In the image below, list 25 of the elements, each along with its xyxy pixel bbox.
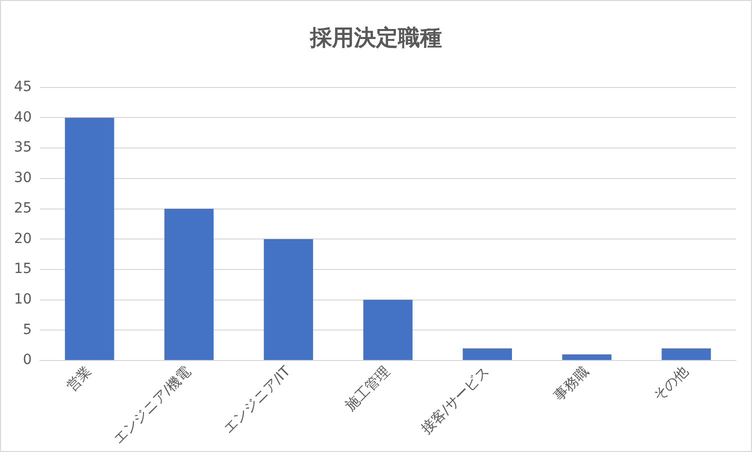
bar bbox=[64, 118, 114, 360]
x-tick-label: その他 bbox=[650, 364, 692, 405]
bar bbox=[264, 239, 314, 360]
bar bbox=[662, 348, 711, 360]
x-tick-label: 営業 bbox=[64, 364, 95, 395]
y-tick-label: 35 bbox=[14, 140, 32, 156]
x-tick-label: 事務職 bbox=[551, 364, 592, 405]
y-tick-label: 0 bbox=[22, 352, 32, 368]
y-tick-label: 15 bbox=[14, 261, 32, 278]
bar bbox=[363, 300, 413, 360]
y-tick-label: 5 bbox=[22, 322, 32, 338]
x-tick-label: 施工管理 bbox=[342, 364, 394, 414]
x-tick-label: 接客/サービス bbox=[418, 364, 493, 438]
bar bbox=[164, 208, 214, 360]
x-tick-label: エンジニア/IT bbox=[220, 363, 294, 437]
y-tick-label: 45 bbox=[14, 79, 32, 96]
y-tick-label: 30 bbox=[14, 170, 32, 186]
y-tick-label: 25 bbox=[14, 200, 32, 216]
x-tick-label: エンジニア/機電 bbox=[110, 364, 194, 448]
chart-title: 採用決定職種 bbox=[308, 24, 443, 53]
y-tick-label: 20 bbox=[14, 230, 32, 247]
bar bbox=[462, 348, 512, 360]
bar bbox=[562, 354, 612, 360]
y-tick-label: 40 bbox=[14, 109, 32, 126]
y-tick-label: 10 bbox=[14, 291, 32, 308]
